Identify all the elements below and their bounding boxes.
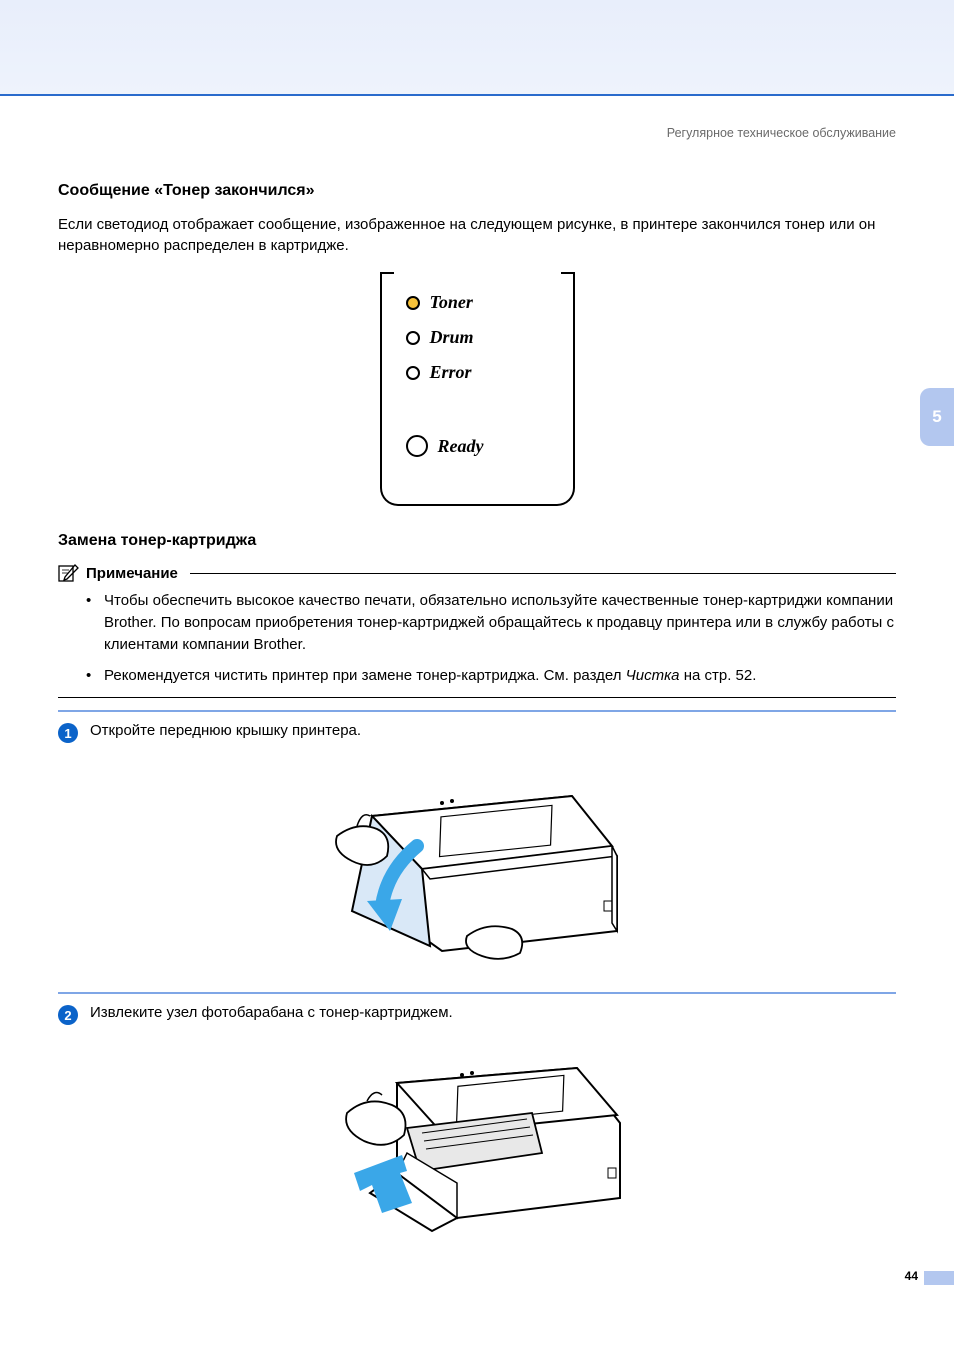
note-label: Примечание [86,565,178,582]
step-number-badge: 2 [58,1005,78,1025]
printer-remove-drum-icon [312,1033,642,1233]
bullet-text: Чтобы обеспечить высокое качество печати… [104,592,894,653]
page-number: 44 [905,1269,918,1283]
led-label: Drum [430,327,474,348]
step-2: 2 Извлеките узел фотобарабана с тонер-ка… [58,1004,896,1025]
led-row-toner: Toner [406,292,555,313]
led-label: Toner [430,292,473,313]
ready-led-icon [406,435,428,457]
header-band [0,0,954,96]
led-panel: Toner Drum Error Ready [380,274,575,506]
figure-open-cover [58,751,896,966]
note-bullets: Чтобы обеспечить высокое качество печати… [86,590,896,687]
note-bullet-2: Рекомендуется чистить принтер при замене… [86,665,896,687]
led-row-ready: Ready [406,435,555,457]
bullet-text-suffix: на стр. 52. [680,667,757,684]
note-pencil-icon [58,564,80,582]
bullet-text-prefix: Рекомендуется чистить принтер при замене… [104,667,626,684]
figure-remove-drum [58,1033,896,1233]
bullet-italic: Чистка [626,667,680,684]
printer-open-cover-icon [312,751,642,966]
page-footer-bar [924,1271,954,1285]
drum-led-icon [406,331,420,345]
note-bullet-1: Чтобы обеспечить высокое качество печати… [86,590,896,655]
page-content: Регулярное техническое обслуживание Сооб… [0,96,954,1315]
toner-led-icon [406,296,420,310]
note-bottom-rule [58,697,896,698]
led-row-drum: Drum [406,327,555,348]
error-led-icon [406,366,420,380]
step-1: 1 Откройте переднюю крышку принтера. [58,722,896,743]
led-panel-figure: Toner Drum Error Ready [58,274,896,506]
led-label: Error [430,362,472,383]
section-para: Если светодиод отображает сообщение, изо… [58,214,896,256]
step-number-badge: 1 [58,723,78,743]
running-header: Регулярное техническое обслуживание [58,126,896,140]
step-top-rule [58,710,896,712]
note-rule [190,573,896,574]
section-title-toner-ended: Сообщение «Тонер закончился» [58,182,896,200]
led-row-error: Error [406,362,555,383]
step-text: Извлеките узел фотобарабана с тонер-карт… [90,1004,453,1021]
page-footer: 44 [58,1263,896,1285]
note-header: Примечание [58,564,896,582]
section-title-replace: Замена тонер-картриджа [58,532,896,550]
led-label: Ready [438,436,484,457]
step-separator-rule [58,992,896,994]
step-text: Откройте переднюю крышку принтера. [90,722,361,739]
